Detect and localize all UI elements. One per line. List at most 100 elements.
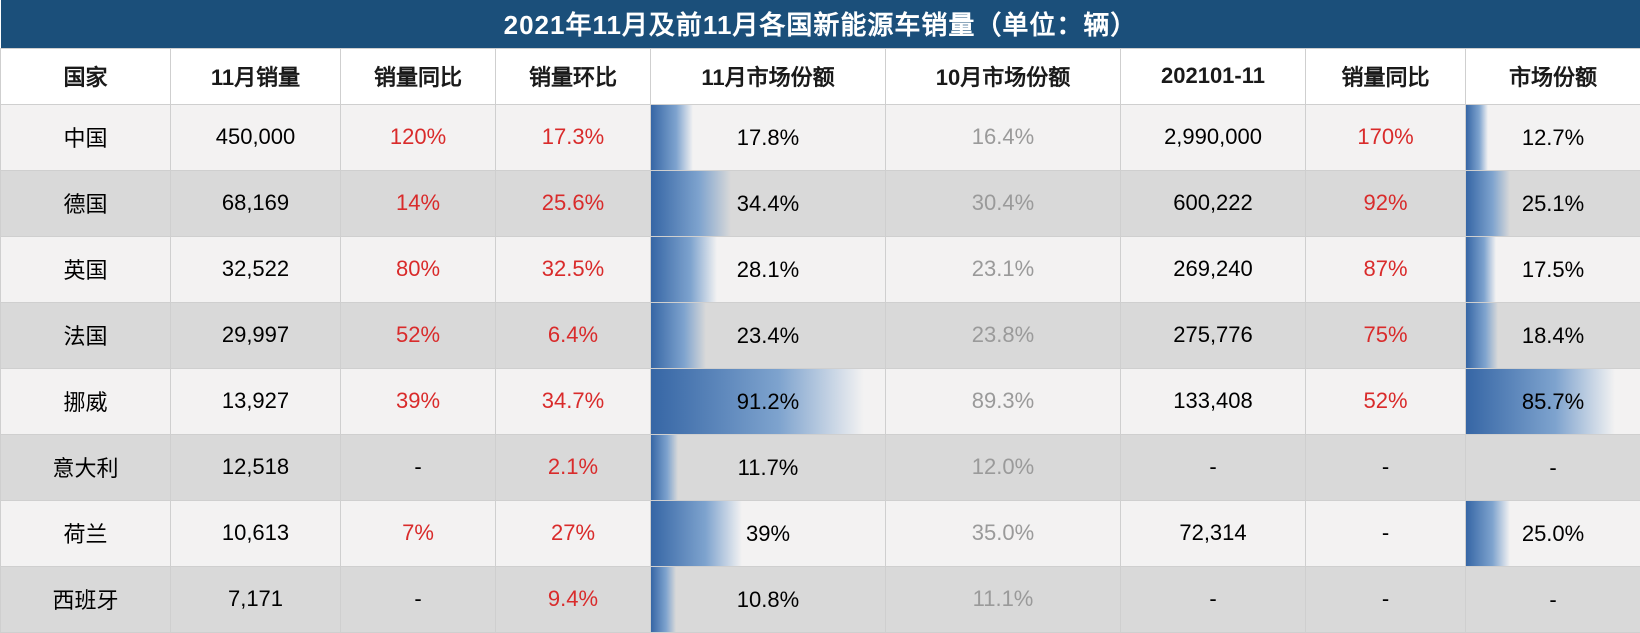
ev-sales-table: 2021年11月及前11月各国新能源车销量（单位：辆） 国家 11月销量 销量同… bbox=[0, 0, 1640, 633]
cell-yoy: 80% bbox=[341, 236, 496, 302]
cell-ytd_share: 12.7% bbox=[1466, 104, 1640, 170]
cell-nov_share: 23.4% bbox=[651, 302, 886, 368]
cell-ytd: 2,990,000 bbox=[1121, 104, 1306, 170]
col-mom: 销量环比 bbox=[496, 48, 651, 104]
table-row: 中国450,000120%17.3%17.8%16.4%2,990,000170… bbox=[1, 104, 1640, 170]
col-ytd-share: 市场份额 bbox=[1466, 48, 1640, 104]
cell-mom: 2.1% bbox=[496, 434, 651, 500]
col-ytd: 202101-11 bbox=[1121, 48, 1306, 104]
cell-nov_share: 34.4% bbox=[651, 170, 886, 236]
cell-country: 荷兰 bbox=[1, 500, 171, 566]
cell-text: 23.4% bbox=[651, 303, 885, 368]
cell-oct_share: 11.1% bbox=[886, 566, 1121, 632]
cell-yoy: 39% bbox=[341, 368, 496, 434]
table-row: 荷兰10,6137%27%39%35.0%72,314-25.0% bbox=[1, 500, 1640, 566]
table-row: 意大利12,518-2.1%11.7%12.0%--- bbox=[1, 434, 1640, 500]
cell-country: 中国 bbox=[1, 104, 171, 170]
cell-mom: 32.5% bbox=[496, 236, 651, 302]
cell-text: 10.8% bbox=[651, 567, 885, 632]
cell-nov_sales: 12,518 bbox=[171, 434, 341, 500]
cell-nov_sales: 29,997 bbox=[171, 302, 341, 368]
cell-text: 28.1% bbox=[651, 237, 885, 302]
cell-ytd_share: 25.1% bbox=[1466, 170, 1640, 236]
cell-oct_share: 23.1% bbox=[886, 236, 1121, 302]
cell-ytd: 275,776 bbox=[1121, 302, 1306, 368]
table-body: 中国450,000120%17.3%17.8%16.4%2,990,000170… bbox=[1, 104, 1640, 632]
cell-country: 意大利 bbox=[1, 434, 171, 500]
col-nov-sales: 11月销量 bbox=[171, 48, 341, 104]
cell-ytd_yoy: - bbox=[1306, 566, 1466, 632]
cell-ytd_yoy: 87% bbox=[1306, 236, 1466, 302]
table-row: 德国68,16914%25.6%34.4%30.4%600,22292%25.1… bbox=[1, 170, 1640, 236]
cell-nov_sales: 10,613 bbox=[171, 500, 341, 566]
cell-mom: 6.4% bbox=[496, 302, 651, 368]
cell-nov_sales: 13,927 bbox=[171, 368, 341, 434]
cell-text: - bbox=[1466, 567, 1640, 632]
col-nov-share: 11月市场份额 bbox=[651, 48, 886, 104]
table-container: 2021年11月及前11月各国新能源车销量（单位：辆） 国家 11月销量 销量同… bbox=[0, 0, 1640, 629]
cell-yoy: 7% bbox=[341, 500, 496, 566]
cell-nov_share: 28.1% bbox=[651, 236, 886, 302]
cell-ytd_share: 18.4% bbox=[1466, 302, 1640, 368]
cell-country: 挪威 bbox=[1, 368, 171, 434]
cell-ytd_yoy: - bbox=[1306, 500, 1466, 566]
cell-ytd_yoy: 52% bbox=[1306, 368, 1466, 434]
cell-oct_share: 12.0% bbox=[886, 434, 1121, 500]
cell-text: 25.0% bbox=[1466, 501, 1640, 566]
cell-ytd: 269,240 bbox=[1121, 236, 1306, 302]
cell-mom: 17.3% bbox=[496, 104, 651, 170]
cell-country: 法国 bbox=[1, 302, 171, 368]
cell-country: 西班牙 bbox=[1, 566, 171, 632]
cell-text: 17.8% bbox=[651, 105, 885, 170]
cell-yoy: 52% bbox=[341, 302, 496, 368]
table-row: 挪威13,92739%34.7%91.2%89.3%133,40852%85.7… bbox=[1, 368, 1640, 434]
cell-yoy: 14% bbox=[341, 170, 496, 236]
col-yoy: 销量同比 bbox=[341, 48, 496, 104]
cell-nov_sales: 32,522 bbox=[171, 236, 341, 302]
cell-nov_sales: 450,000 bbox=[171, 104, 341, 170]
cell-nov_share: 10.8% bbox=[651, 566, 886, 632]
cell-ytd_yoy: 170% bbox=[1306, 104, 1466, 170]
cell-nov_sales: 68,169 bbox=[171, 170, 341, 236]
cell-ytd: 600,222 bbox=[1121, 170, 1306, 236]
cell-country: 德国 bbox=[1, 170, 171, 236]
cell-ytd_yoy: 92% bbox=[1306, 170, 1466, 236]
cell-ytd_share: 17.5% bbox=[1466, 236, 1640, 302]
cell-nov_share: 17.8% bbox=[651, 104, 886, 170]
cell-text: 17.5% bbox=[1466, 237, 1640, 302]
cell-text: 18.4% bbox=[1466, 303, 1640, 368]
cell-ytd_yoy: 75% bbox=[1306, 302, 1466, 368]
table-title: 2021年11月及前11月各国新能源车销量（单位：辆） bbox=[1, 0, 1640, 48]
cell-text: 91.2% bbox=[651, 369, 885, 434]
cell-text: 85.7% bbox=[1466, 369, 1640, 434]
cell-text: 25.1% bbox=[1466, 171, 1640, 236]
cell-ytd_share: - bbox=[1466, 434, 1640, 500]
col-ytd-yoy: 销量同比 bbox=[1306, 48, 1466, 104]
cell-yoy: 120% bbox=[341, 104, 496, 170]
cell-ytd_share: - bbox=[1466, 566, 1640, 632]
table-row: 法国29,99752%6.4%23.4%23.8%275,77675%18.4% bbox=[1, 302, 1640, 368]
cell-oct_share: 23.8% bbox=[886, 302, 1121, 368]
cell-oct_share: 35.0% bbox=[886, 500, 1121, 566]
cell-ytd: 72,314 bbox=[1121, 500, 1306, 566]
cell-nov_share: 91.2% bbox=[651, 368, 886, 434]
cell-ytd_yoy: - bbox=[1306, 434, 1466, 500]
col-oct-share: 10月市场份额 bbox=[886, 48, 1121, 104]
table-row: 西班牙7,171-9.4%10.8%11.1%--- bbox=[1, 566, 1640, 632]
table-row: 英国32,52280%32.5%28.1%23.1%269,24087%17.5… bbox=[1, 236, 1640, 302]
cell-mom: 9.4% bbox=[496, 566, 651, 632]
cell-text: 11.7% bbox=[651, 435, 885, 500]
cell-mom: 34.7% bbox=[496, 368, 651, 434]
cell-nov_share: 11.7% bbox=[651, 434, 886, 500]
table-header-row: 国家 11月销量 销量同比 销量环比 11月市场份额 10月市场份额 20210… bbox=[1, 48, 1640, 104]
cell-ytd_share: 85.7% bbox=[1466, 368, 1640, 434]
cell-text: 12.7% bbox=[1466, 105, 1640, 170]
col-country: 国家 bbox=[1, 48, 171, 104]
cell-yoy: - bbox=[341, 434, 496, 500]
cell-ytd: - bbox=[1121, 566, 1306, 632]
cell-text: - bbox=[1466, 435, 1640, 500]
cell-ytd: 133,408 bbox=[1121, 368, 1306, 434]
table-title-row: 2021年11月及前11月各国新能源车销量（单位：辆） bbox=[1, 0, 1640, 48]
cell-nov_sales: 7,171 bbox=[171, 566, 341, 632]
cell-oct_share: 89.3% bbox=[886, 368, 1121, 434]
